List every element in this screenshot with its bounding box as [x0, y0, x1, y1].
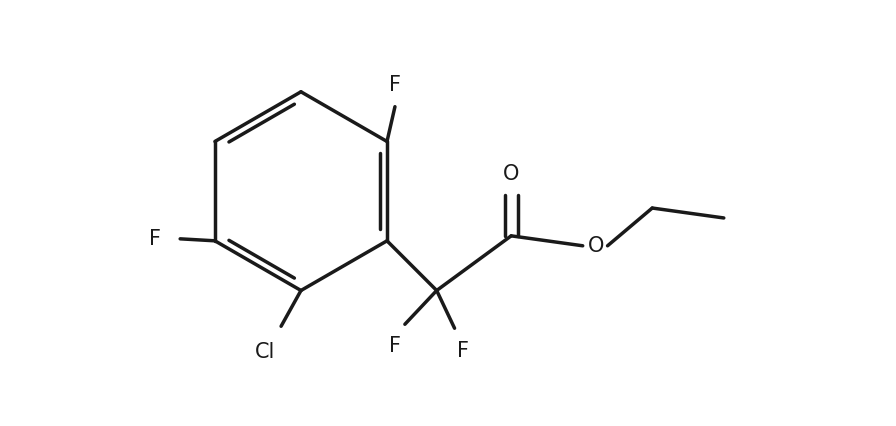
Text: F: F: [389, 336, 401, 356]
Text: Cl: Cl: [255, 342, 275, 362]
Text: O: O: [588, 236, 604, 256]
Text: F: F: [456, 341, 469, 361]
Text: O: O: [503, 164, 520, 184]
Text: F: F: [150, 229, 161, 249]
Text: F: F: [389, 75, 401, 95]
